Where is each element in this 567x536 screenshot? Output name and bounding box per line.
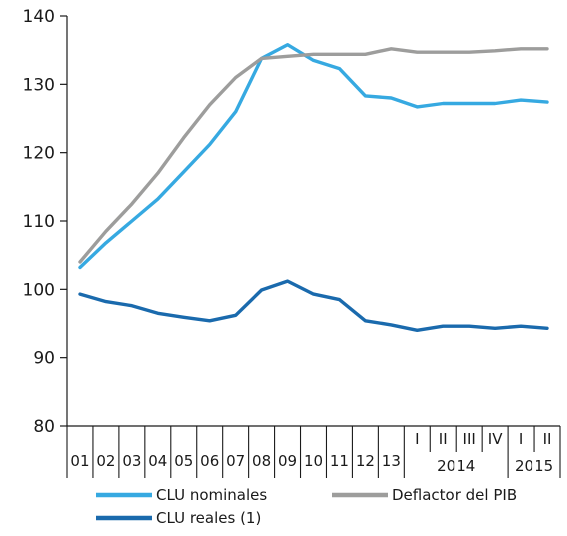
legend-label: CLU nominales bbox=[156, 486, 267, 504]
series-line bbox=[78, 47, 549, 264]
x-tick-label: 11 bbox=[330, 452, 349, 470]
series-line bbox=[78, 43, 549, 270]
chart-legend: CLU nominales Deflactor del PIB CLU reales… bbox=[96, 486, 517, 527]
group-row-mask bbox=[428, 452, 433, 480]
group-row-mask bbox=[532, 452, 537, 480]
x-tick-label: 07 bbox=[226, 452, 245, 470]
x-tick-label: IV bbox=[488, 430, 503, 448]
chart-axes bbox=[66, 16, 560, 427]
chart-series bbox=[78, 43, 549, 332]
x-tick-label: 01 bbox=[70, 452, 89, 470]
x-tick-label: 03 bbox=[122, 452, 141, 470]
group-row-mask bbox=[480, 452, 485, 480]
x-tick-label: 13 bbox=[382, 452, 401, 470]
y-tick-label: 130 bbox=[23, 75, 55, 95]
x-tick-label: 12 bbox=[356, 452, 375, 470]
x-tick-label: 09 bbox=[278, 452, 297, 470]
x-axis-ticks: 01020304050607080910111213IIIIIIIVIII201… bbox=[66, 426, 561, 480]
x-tick-label: 10 bbox=[304, 452, 323, 470]
x-tick-label: 06 bbox=[200, 452, 219, 470]
x-tick-label: II bbox=[543, 430, 552, 448]
legend-label: CLU reales (1) bbox=[156, 509, 261, 527]
x-tick-label: 08 bbox=[252, 452, 271, 470]
y-tick-label: 80 bbox=[33, 417, 55, 437]
x-tick-label: III bbox=[463, 430, 476, 448]
y-tick-label: 110 bbox=[23, 212, 55, 232]
series-line bbox=[78, 279, 549, 332]
x-tick-label: 04 bbox=[148, 452, 167, 470]
group-row-mask bbox=[454, 452, 459, 480]
x-tick-label: I bbox=[519, 430, 523, 448]
x-tick-label: II bbox=[439, 430, 448, 448]
x-tick-label: 02 bbox=[96, 452, 115, 470]
y-tick-label: 90 bbox=[33, 349, 55, 369]
y-tick-label: 100 bbox=[23, 280, 55, 300]
y-axis-ticks: 80 90 100 110 120 130 140 bbox=[23, 7, 67, 437]
legend-label: Deflactor del PIB bbox=[392, 486, 517, 504]
y-tick-label: 120 bbox=[23, 144, 55, 164]
x-tick-label: I bbox=[415, 430, 419, 448]
x-tick-label: 05 bbox=[174, 452, 193, 470]
y-tick-label: 140 bbox=[23, 7, 55, 27]
